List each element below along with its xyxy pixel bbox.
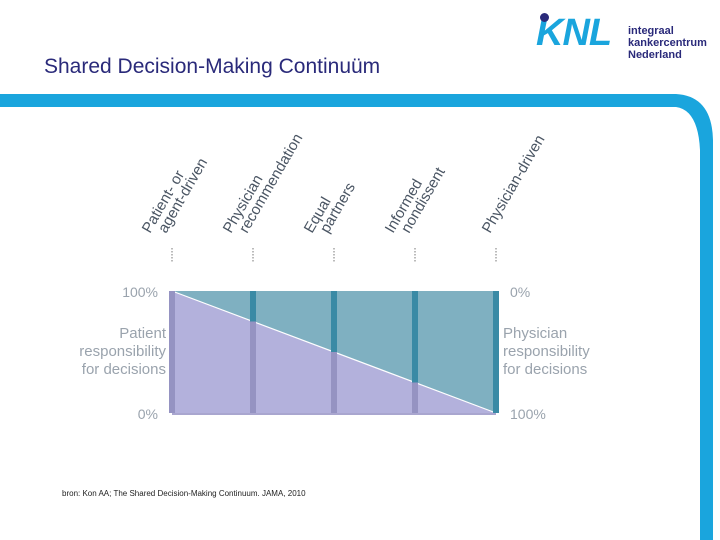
source-citation: bron: Kon AA; The Shared Decision-Making…: [62, 489, 306, 498]
stage-bar-physician: [412, 291, 418, 383]
stage-bar-patient: [412, 382, 418, 413]
physician-responsibility-label: for decisions: [503, 361, 587, 378]
stage-bar-physician: [493, 291, 499, 413]
patient-responsibility-label: Patient: [119, 325, 167, 342]
physician-responsibility-label: Physician: [503, 325, 567, 342]
stage-bar-patient: [250, 321, 256, 413]
logo-dot-icon: [540, 13, 549, 22]
knl-logo: KNL integraal kankercentrum Nederland: [536, 12, 707, 64]
patient-responsibility-label: responsibility: [79, 343, 166, 360]
logo-text: integraal kankercentrum Nederland: [628, 25, 707, 61]
logo-line: kankercentrum: [628, 37, 707, 49]
stage-label: Physician-driven: [479, 132, 549, 236]
slide-title: Shared Decision-Making Continuüm: [44, 55, 381, 78]
logo-line: integraal: [628, 25, 674, 37]
left-axis-top-label: 100%: [122, 284, 158, 300]
stage-bar-patient: [331, 352, 337, 413]
stage-bar-patient: [169, 291, 175, 413]
left-axis-bottom-label: 0%: [138, 406, 158, 422]
right-axis-top-label: 0%: [510, 284, 530, 300]
stage-bar-physician: [250, 291, 256, 322]
physician-responsibility-label: responsibility: [503, 343, 590, 360]
right-axis-bottom-label: 100%: [510, 406, 546, 422]
patient-responsibility-label: for decisions: [82, 361, 166, 378]
logo-line: Nederland: [628, 49, 682, 61]
stage-bar-physician: [331, 291, 337, 352]
